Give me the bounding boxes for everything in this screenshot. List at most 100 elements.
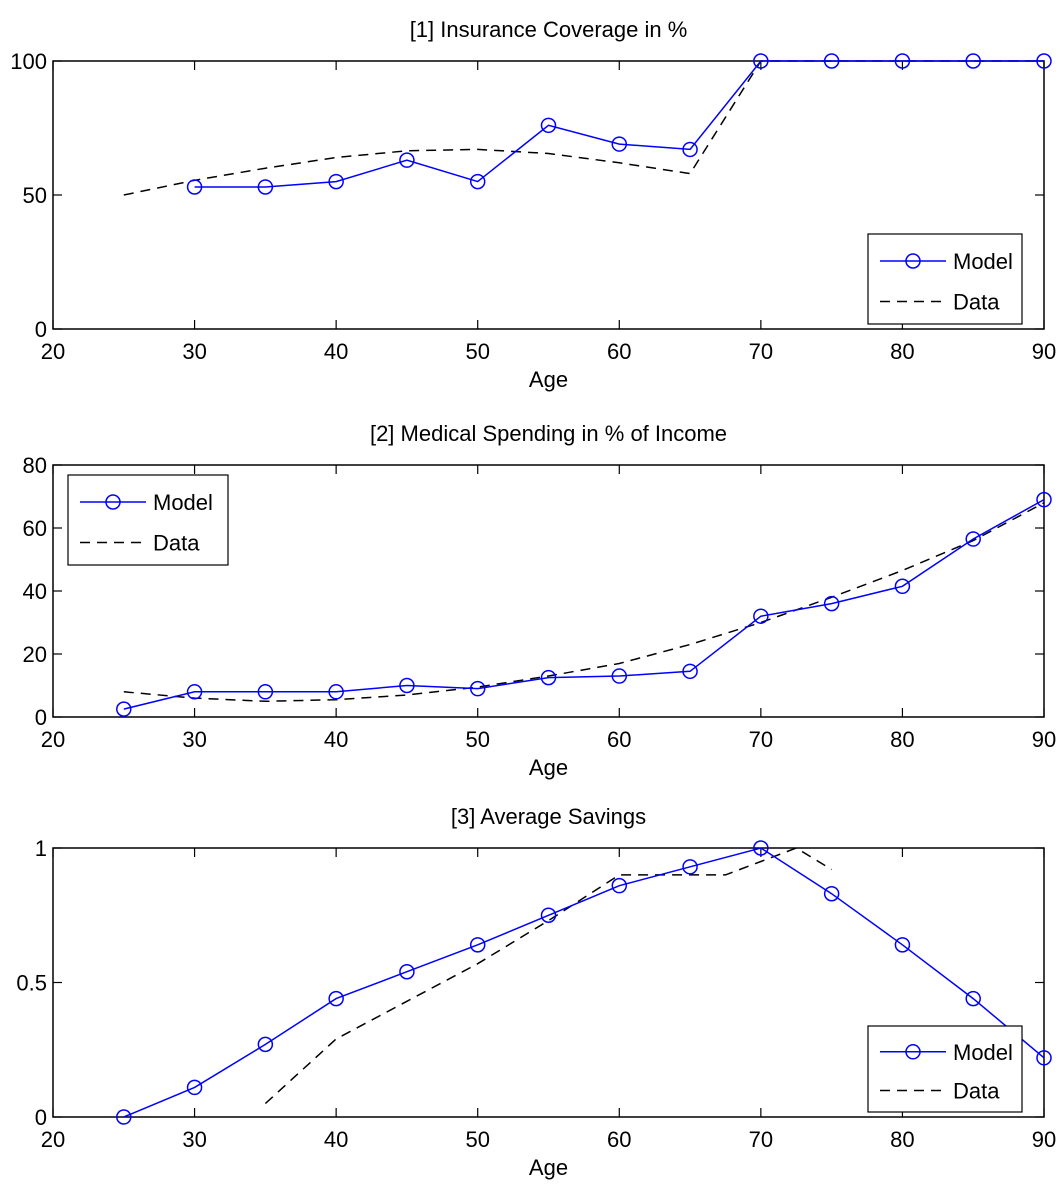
x-tick-label: 50: [465, 1127, 489, 1152]
y-tick-label: 0: [35, 317, 47, 342]
series-model-point: [399, 152, 415, 168]
legend-data-label: Data: [953, 290, 1000, 315]
x-tick-label: 60: [607, 339, 631, 364]
legend-model-marker: [105, 494, 121, 510]
series-model-point: [753, 608, 769, 624]
series-model-point: [540, 117, 557, 134]
series-model-point: [823, 53, 840, 69]
chart-2: [2] Medical Spending in % of Income 20 30 4…: [23, 421, 1057, 780]
x-tick-label: 70: [749, 1127, 773, 1152]
series-model-point: [469, 937, 486, 953]
chart-title: [2] Medical Spending in % of Income: [370, 421, 727, 446]
series-model-point: [965, 990, 981, 1007]
x-tick-label: 20: [41, 727, 65, 752]
series-model-point: [611, 668, 628, 684]
series-model-point: [823, 595, 840, 612]
y-tick-label: 1: [35, 836, 47, 861]
series-model-point: [965, 53, 981, 69]
series-model-point: [116, 1109, 132, 1125]
series-model-point: [328, 684, 344, 700]
series-model-point: [257, 179, 274, 195]
x-tick-label: 30: [182, 1127, 206, 1152]
legend-model-marker: [905, 253, 921, 269]
legend: Model Data: [67, 474, 229, 566]
series-model-point: [894, 578, 911, 595]
x-tick-label: 90: [1032, 339, 1056, 364]
x-tick-label: 80: [890, 1127, 914, 1152]
y-tick-label: 50: [23, 183, 47, 208]
x-tick-label: 70: [749, 727, 773, 752]
series-model-point: [894, 937, 911, 953]
chart-3: [3] Average Savings 20 30 40 50 60 70 80 90 0 0.5 1…: [16, 804, 1056, 1180]
y-tick-label: 0: [35, 1105, 47, 1130]
series-data-line: [264, 847, 832, 1105]
chart-1: [1] Insurance Coverage in % 20 30 40 50 60 70 8…: [10, 17, 1056, 392]
legend: Model Data: [867, 1025, 1023, 1113]
series-model-line: [194, 60, 1044, 188]
series-model-point: [753, 53, 769, 69]
series-model-point: [186, 179, 203, 195]
x-axis-label: Age: [529, 755, 568, 780]
y-tick-label: 20: [23, 642, 47, 667]
x-tick-label: 40: [324, 727, 348, 752]
x-tick-label: 40: [324, 1127, 348, 1152]
legend-data-label: Data: [953, 1079, 1000, 1104]
x-tick-label: 90: [1032, 727, 1056, 752]
x-tick-label: 80: [890, 339, 914, 364]
x-tick-label: 60: [607, 727, 631, 752]
series-model-point: [328, 173, 344, 190]
series-model-point: [257, 1036, 274, 1053]
y-tick-label: 0: [35, 705, 47, 730]
series-model-point: [682, 141, 698, 158]
series-model-point: [399, 963, 415, 980]
series-model-point: [469, 173, 486, 190]
x-tick-label: 50: [465, 727, 489, 752]
legend-box: [867, 1025, 1023, 1113]
series-model-point: [1036, 491, 1052, 508]
x-tick-label: 80: [890, 727, 914, 752]
series-model-point: [682, 859, 698, 875]
y-tick-label: 80: [23, 453, 47, 478]
y-tick-label: 60: [23, 516, 47, 541]
series-model-point: [540, 907, 557, 923]
series-model-line: [123, 847, 1045, 1118]
series-model-point: [823, 885, 840, 902]
series-model-point: [894, 53, 911, 69]
x-tick-label: 40: [324, 339, 348, 364]
series-model-point: [116, 701, 132, 717]
series-model-point: [753, 840, 769, 856]
legend-model-label: Model: [953, 1040, 1013, 1065]
x-tick-label: 20: [41, 1127, 65, 1152]
series-model-point: [328, 990, 344, 1007]
y-tick-label: 100: [10, 49, 47, 74]
x-tick-label: 30: [182, 727, 206, 752]
x-axis-label: Age: [529, 367, 568, 392]
legend-box: [67, 474, 229, 566]
legend-model-label: Model: [153, 490, 213, 515]
series-model-point: [611, 136, 628, 152]
x-tick-label: 60: [607, 1127, 631, 1152]
series-model-point: [469, 680, 486, 697]
legend: Model Data: [867, 233, 1023, 325]
x-tick-label: 70: [749, 339, 773, 364]
series-data-line: [123, 502, 1045, 703]
series-model-point: [257, 684, 274, 700]
series-model-point: [1036, 53, 1052, 69]
x-tick-label: 50: [465, 339, 489, 364]
series-model-point: [399, 677, 415, 694]
y-tick-label: 0.5: [16, 971, 47, 996]
chart-title: [1] Insurance Coverage in %: [410, 17, 688, 42]
x-tick-label: 30: [182, 339, 206, 364]
chart-title: [3] Average Savings: [451, 804, 646, 829]
series-model-line: [123, 498, 1045, 710]
series-model-point: [1036, 1050, 1052, 1066]
series-model-point: [682, 663, 698, 680]
legend-model-label: Model: [953, 249, 1013, 274]
x-tick-label: 90: [1032, 1127, 1056, 1152]
x-tick-label: 20: [41, 339, 65, 364]
series-model-point: [540, 669, 557, 686]
y-tick-label: 40: [23, 579, 47, 604]
legend-box: [867, 233, 1023, 325]
series-model-point: [611, 877, 628, 894]
